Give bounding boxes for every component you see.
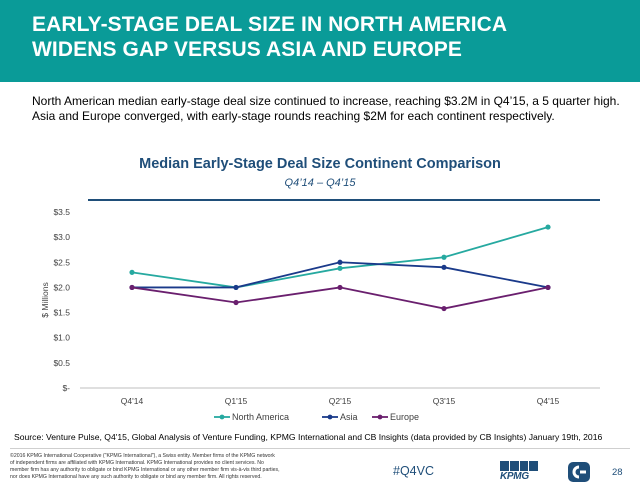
y-tick-label: $1.5 — [53, 308, 70, 318]
data-point — [441, 305, 447, 312]
y-tick-label: $3.5 — [53, 207, 70, 217]
data-point — [441, 254, 447, 260]
kpmg-logo: KPMG — [500, 461, 538, 483]
y-tick-label: $3.0 — [53, 232, 70, 242]
legal-fine-print: ©2016 KPMG International Cooperative ("K… — [10, 453, 280, 480]
y-tick-label: $1.0 — [53, 333, 70, 343]
legend-label: North America — [232, 412, 289, 422]
y-tick-label: $- — [62, 383, 70, 393]
footer-divider — [10, 448, 630, 449]
data-point — [337, 284, 343, 291]
y-tick-label: $0.5 — [53, 358, 70, 368]
page-number: 28 — [612, 467, 623, 478]
x-tick-label: Q4'14 — [121, 396, 144, 406]
legend: North America Asia Europe — [214, 412, 419, 422]
x-tick-label: Q4'15 — [537, 396, 560, 406]
header-banner: EARLY-STAGE DEAL SIZE IN NORTH AMERICA W… — [0, 0, 640, 82]
x-axis: Q4'14 Q1'15 Q2'15 Q3'15 Q4'15 — [80, 387, 600, 406]
x-tick-label: Q1'15 — [225, 396, 248, 406]
y-tick-label: $2.0 — [53, 282, 70, 292]
y-tick-label: $2.5 — [53, 257, 70, 267]
chart-title: Median Early-Stage Deal Size Continent C… — [139, 156, 501, 172]
legend-label: Asia — [340, 412, 358, 422]
legend-label: Europe — [390, 412, 419, 422]
data-point — [129, 284, 135, 291]
data-point — [545, 224, 551, 230]
chart-subtitle: Q4’14 – Q4’15 — [284, 177, 356, 189]
legend-marker — [327, 414, 333, 420]
series-layer — [129, 224, 551, 312]
x-tick-label: Q3'15 — [433, 396, 456, 406]
y-axis: $- $0.5 $1.0 $1.5 $2.0 $2.5 $3.0 $3.5 $ Millions — [40, 207, 70, 393]
data-point — [233, 284, 239, 291]
data-point — [233, 299, 239, 306]
data-point — [337, 265, 343, 271]
legend-marker — [377, 414, 383, 420]
chart-title-rule — [88, 199, 600, 201]
cb-insights-logo-icon — [568, 462, 590, 482]
legend-item: Asia — [322, 412, 358, 422]
legend-item: North America — [214, 412, 289, 422]
page-title: EARLY-STAGE DEAL SIZE IN NORTH AMERICA W… — [32, 13, 507, 61]
data-point — [441, 264, 447, 270]
legend-marker — [219, 414, 225, 420]
data-point — [129, 269, 135, 275]
series-line — [131, 226, 549, 289]
source-note: Source: Venture Pulse, Q4'15, Global Ana… — [14, 432, 603, 442]
kpmg-logo-boxes-icon — [500, 461, 538, 471]
kpmg-logo-text: KPMG — [500, 471, 529, 482]
data-point — [337, 259, 343, 265]
intro-text: North American median early-stage deal s… — [32, 94, 620, 123]
legend-item: Europe — [372, 412, 419, 422]
data-point — [545, 284, 551, 291]
y-axis-label: $ Millions — [40, 282, 50, 317]
series-line — [131, 286, 549, 310]
hashtag: #Q4VC — [393, 464, 434, 478]
x-tick-label: Q2'15 — [329, 396, 352, 406]
line-chart: $- $0.5 $1.0 $1.5 $2.0 $2.5 $3.0 $3.5 $ Millions… — [40, 207, 600, 422]
